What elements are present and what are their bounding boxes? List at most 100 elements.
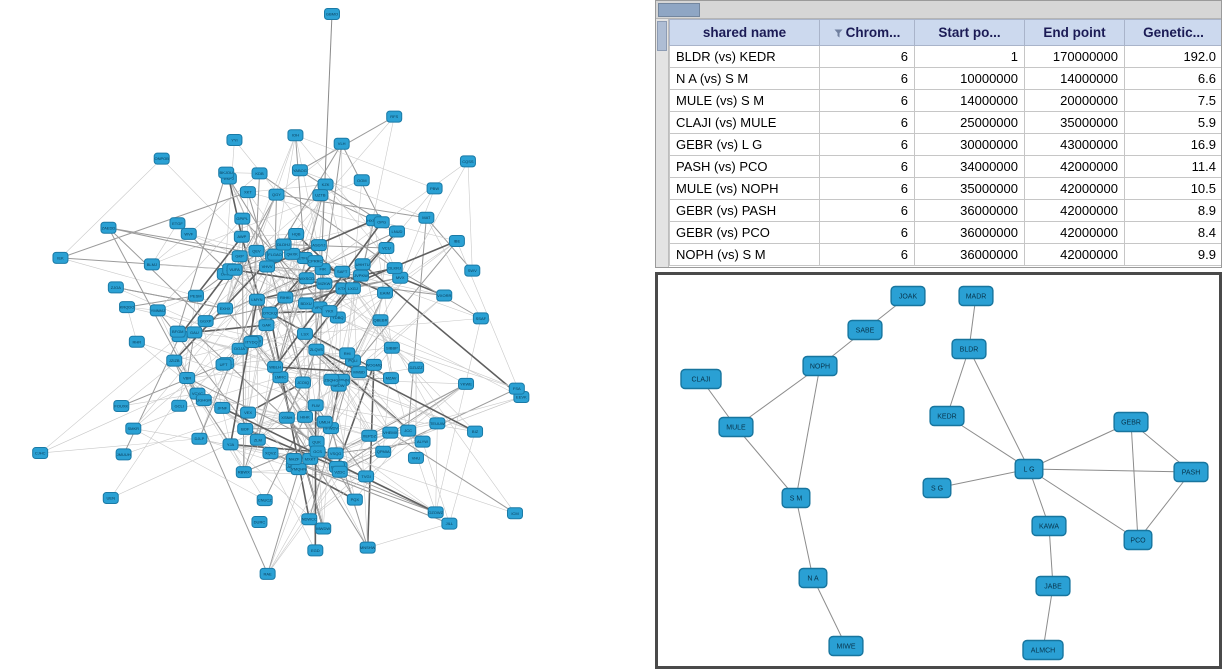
network-edge[interactable]: [1028, 468, 1139, 541]
scrollbar-thumb[interactable]: [657, 21, 667, 51]
network-node[interactable]: XEPDZ: [361, 429, 378, 442]
table-cell[interactable]: GEBR (vs) PCO: [669, 221, 820, 244]
network-edge[interactable]: [456, 240, 522, 398]
network-node[interactable]: VCU: [378, 241, 395, 254]
network-edge[interactable]: [968, 348, 1030, 470]
table-cell[interactable]: 42000000: [1024, 221, 1125, 244]
network-node[interactable]: KRQDO: [119, 301, 136, 314]
network-node[interactable]: MAT: [418, 211, 435, 224]
network-node-jabe[interactable]: JABE: [1035, 575, 1071, 597]
table-cell[interactable]: 6: [819, 199, 915, 222]
network-edge[interactable]: [60, 191, 249, 259]
network-edge[interactable]: [735, 426, 797, 499]
network-node-mule[interactable]: MULE: [718, 416, 754, 438]
network-node[interactable]: JCOIQ: [294, 376, 311, 389]
network-edge[interactable]: [435, 423, 438, 513]
network-edge[interactable]: [391, 347, 476, 432]
table-cell[interactable]: 16.9: [1124, 133, 1221, 156]
network-edge[interactable]: [244, 135, 296, 429]
network-edge[interactable]: [272, 256, 307, 304]
network-node[interactable]: CQSS: [459, 155, 476, 168]
network-node[interactable]: ETGF: [169, 217, 186, 230]
network-edge[interactable]: [267, 453, 336, 575]
filter-icon[interactable]: [834, 29, 843, 38]
network-edge[interactable]: [1137, 471, 1192, 541]
network-node[interactable]: HQB: [288, 228, 305, 241]
network-node[interactable]: GAU: [186, 326, 203, 339]
network-edge[interactable]: [244, 192, 249, 429]
network-edge[interactable]: [269, 260, 316, 314]
network-node[interactable]: JZIZB: [166, 354, 183, 367]
table-cell[interactable]: 5.9: [1124, 111, 1221, 134]
table-cell[interactable]: 42000000: [1024, 155, 1125, 178]
network-edge[interactable]: [269, 312, 409, 431]
network-node[interactable]: RIHKI: [277, 291, 294, 304]
network-edge[interactable]: [126, 295, 197, 308]
network-node-claji[interactable]: CLAJI: [680, 368, 722, 390]
network-node[interactable]: DURC: [251, 516, 268, 529]
table-cell[interactable]: CLAJI (vs) MULE: [669, 111, 820, 134]
network-node-almch[interactable]: ALMCH: [1022, 639, 1064, 661]
network-edge[interactable]: [269, 292, 386, 314]
network-edge[interactable]: [286, 417, 369, 548]
network-edge[interactable]: [222, 360, 354, 409]
network-node[interactable]: VSQG: [327, 447, 344, 460]
network-node[interactable]: CPRRC: [307, 255, 324, 268]
network-edge[interactable]: [795, 365, 821, 499]
network-node-s-g[interactable]: S G: [922, 477, 952, 499]
table-cell[interactable]: 42000000: [1024, 177, 1125, 200]
table-cell[interactable]: 43000000: [1024, 133, 1125, 156]
network-edge[interactable]: [266, 307, 320, 326]
network-edge[interactable]: [157, 218, 243, 311]
network-edge[interactable]: [331, 379, 476, 432]
network-node[interactable]: LMYN: [248, 293, 265, 306]
network-node[interactable]: JILL: [441, 517, 458, 530]
network-node-pash[interactable]: PASH: [1173, 461, 1209, 483]
network-node[interactable]: CJHC: [32, 447, 49, 460]
network-node[interactable]: OTCKQ: [261, 306, 278, 319]
network-edge[interactable]: [157, 266, 268, 311]
network-node[interactable]: YMNMJ: [149, 304, 166, 317]
network-node[interactable]: UFT: [215, 358, 232, 371]
network-node[interactable]: ZJOA: [107, 281, 124, 294]
network-node[interactable]: XSNH: [278, 411, 295, 424]
table-row[interactable]: PASH (vs) PCO 6 34000000 42000000 11.4: [669, 155, 1221, 178]
network-node[interactable]: HIHK: [297, 410, 314, 423]
overview-network-canvas[interactable]: OOORQCFFLETFUAIOHEGDONPOBPTWDQPMIAMVXSMK…: [0, 0, 655, 669]
table-cell[interactable]: PASH (vs) PCO: [669, 155, 820, 178]
network-node-joak[interactable]: JOAK: [890, 285, 926, 307]
table-row[interactable]: MULE (vs) S M 6 14000000 20000000 7.5: [669, 89, 1221, 112]
network-edge[interactable]: [299, 169, 382, 223]
network-node[interactable]: LSX: [296, 327, 313, 340]
network-node[interactable]: ZSQHG: [323, 373, 340, 386]
network-edge[interactable]: [39, 254, 276, 454]
table-cell[interactable]: 6: [819, 67, 915, 90]
network-node[interactable]: WXSCD: [298, 272, 315, 285]
network-edge[interactable]: [133, 399, 204, 429]
network-edge[interactable]: [136, 341, 423, 442]
network-edge[interactable]: [316, 283, 325, 350]
network-node[interactable]: UGHGR: [195, 394, 212, 407]
network-edge[interactable]: [60, 158, 162, 259]
network-edge[interactable]: [121, 393, 198, 407]
network-node[interactable]: DZUZZ: [408, 361, 425, 374]
network-edge[interactable]: [335, 432, 391, 454]
network-edge[interactable]: [338, 292, 386, 386]
network-edge[interactable]: [266, 266, 522, 398]
table-cell[interactable]: MULE (vs) S M: [669, 89, 820, 112]
table-cell[interactable]: 6: [819, 111, 915, 134]
network-node[interactable]: VBR: [179, 371, 196, 384]
network-node[interactable]: FSA: [508, 382, 525, 395]
network-node[interactable]: WVF: [180, 227, 197, 240]
network-edge[interactable]: [337, 317, 467, 385]
network-node[interactable]: GBMO: [324, 8, 340, 20]
network-node[interactable]: ASGYJ: [310, 239, 327, 252]
network-node-l-g[interactable]: L G: [1014, 458, 1044, 480]
network-edge[interactable]: [269, 312, 304, 383]
network-edge[interactable]: [177, 172, 227, 332]
table-cell[interactable]: 1: [914, 45, 1025, 68]
table-cell[interactable]: GEBR (vs) PASH: [669, 199, 820, 222]
network-edge[interactable]: [367, 523, 450, 548]
network-edge[interactable]: [188, 233, 240, 257]
network-edge[interactable]: [335, 453, 516, 514]
